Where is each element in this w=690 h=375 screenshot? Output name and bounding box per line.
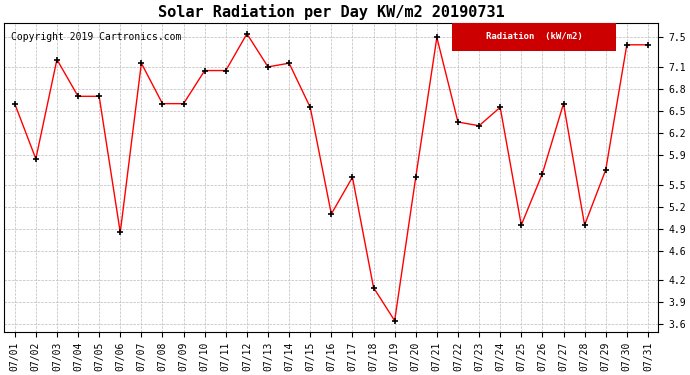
Text: Copyright 2019 Cartronics.com: Copyright 2019 Cartronics.com [11, 32, 181, 42]
Title: Solar Radiation per Day KW/m2 20190731: Solar Radiation per Day KW/m2 20190731 [158, 4, 504, 20]
